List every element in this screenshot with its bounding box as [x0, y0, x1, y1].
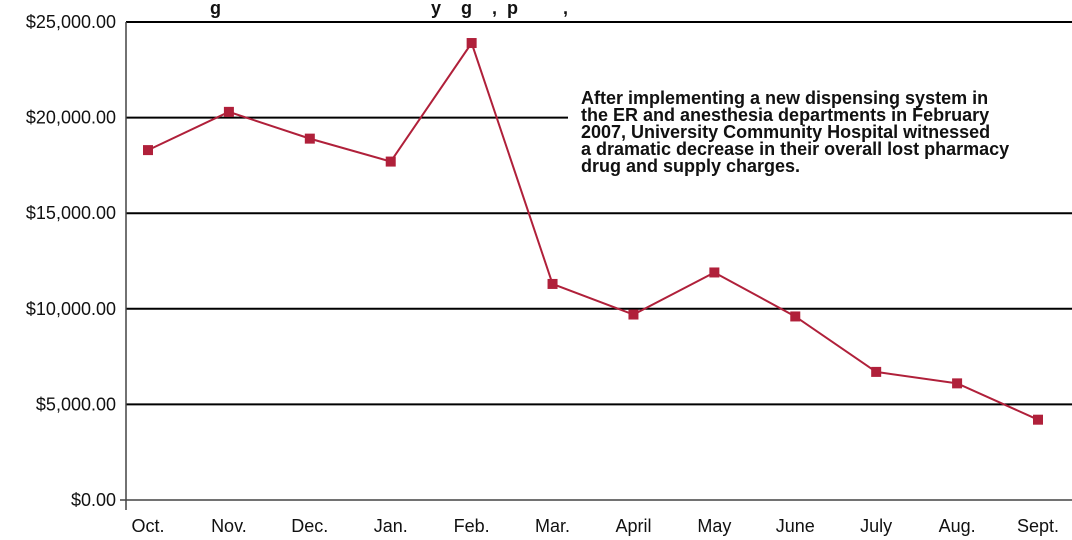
annotation-line: the ER and anesthesia departments in Feb…	[581, 105, 989, 125]
data-point	[952, 378, 963, 389]
x-tick-label: Aug.	[939, 516, 976, 536]
annotation-line: After implementing a new dispensing syst…	[581, 88, 988, 108]
series-line	[147, 40, 1039, 421]
x-tick-label: June	[776, 516, 815, 536]
x-tick-label: Mar.	[535, 516, 570, 536]
x-tick-label: Oct.	[131, 516, 164, 536]
y-tick-label: $0.00	[71, 490, 116, 510]
y-tick-label: $25,000.00	[26, 12, 116, 32]
x-tick-label: April	[615, 516, 651, 536]
y-tick-label: $10,000.00	[26, 299, 116, 319]
annotation-line: drug and supply charges.	[581, 156, 800, 176]
data-point	[709, 267, 720, 278]
y-tick-labels: $25,000.00 $20,000.00 $15,000.00 $10,000.00…	[26, 12, 116, 510]
x-tick-label: July	[860, 516, 892, 536]
data-point	[628, 309, 639, 320]
annotation-line: 2007, University Community Hospital witn…	[581, 122, 990, 142]
axes	[120, 22, 1072, 510]
x-tick-label: Nov.	[211, 516, 247, 536]
data-point	[871, 366, 882, 377]
x-tick-label: May	[697, 516, 731, 536]
data-point	[385, 156, 396, 167]
x-tick-label: Feb.	[454, 516, 490, 536]
annotation-line: a dramatic decrease in their overall los…	[581, 139, 1009, 159]
data-point	[223, 106, 234, 117]
x-tick-labels: Oct. Nov. Dec. Jan. Feb. Mar. April May June July…	[131, 516, 1059, 536]
series-layer	[143, 38, 1043, 425]
x-tick-label: Sept.	[1017, 516, 1059, 536]
x-tick-label: Dec.	[291, 516, 328, 536]
y-tick-label: $20,000.00	[26, 108, 116, 128]
data-point	[790, 311, 801, 322]
x-tick-label: Jan.	[374, 516, 408, 536]
data-point	[547, 278, 558, 289]
y-tick-label: $15,000.00	[26, 203, 116, 223]
data-point	[466, 38, 477, 49]
data-point	[1033, 414, 1043, 425]
annotation: After implementing a new dispensing syst…	[581, 88, 1009, 176]
y-tick-label: $5,000.00	[36, 394, 116, 414]
gridlines	[126, 21, 1072, 406]
chart-title-fragment: g y g , p ,	[210, 0, 568, 18]
data-point	[304, 133, 315, 144]
data-point	[143, 145, 153, 156]
